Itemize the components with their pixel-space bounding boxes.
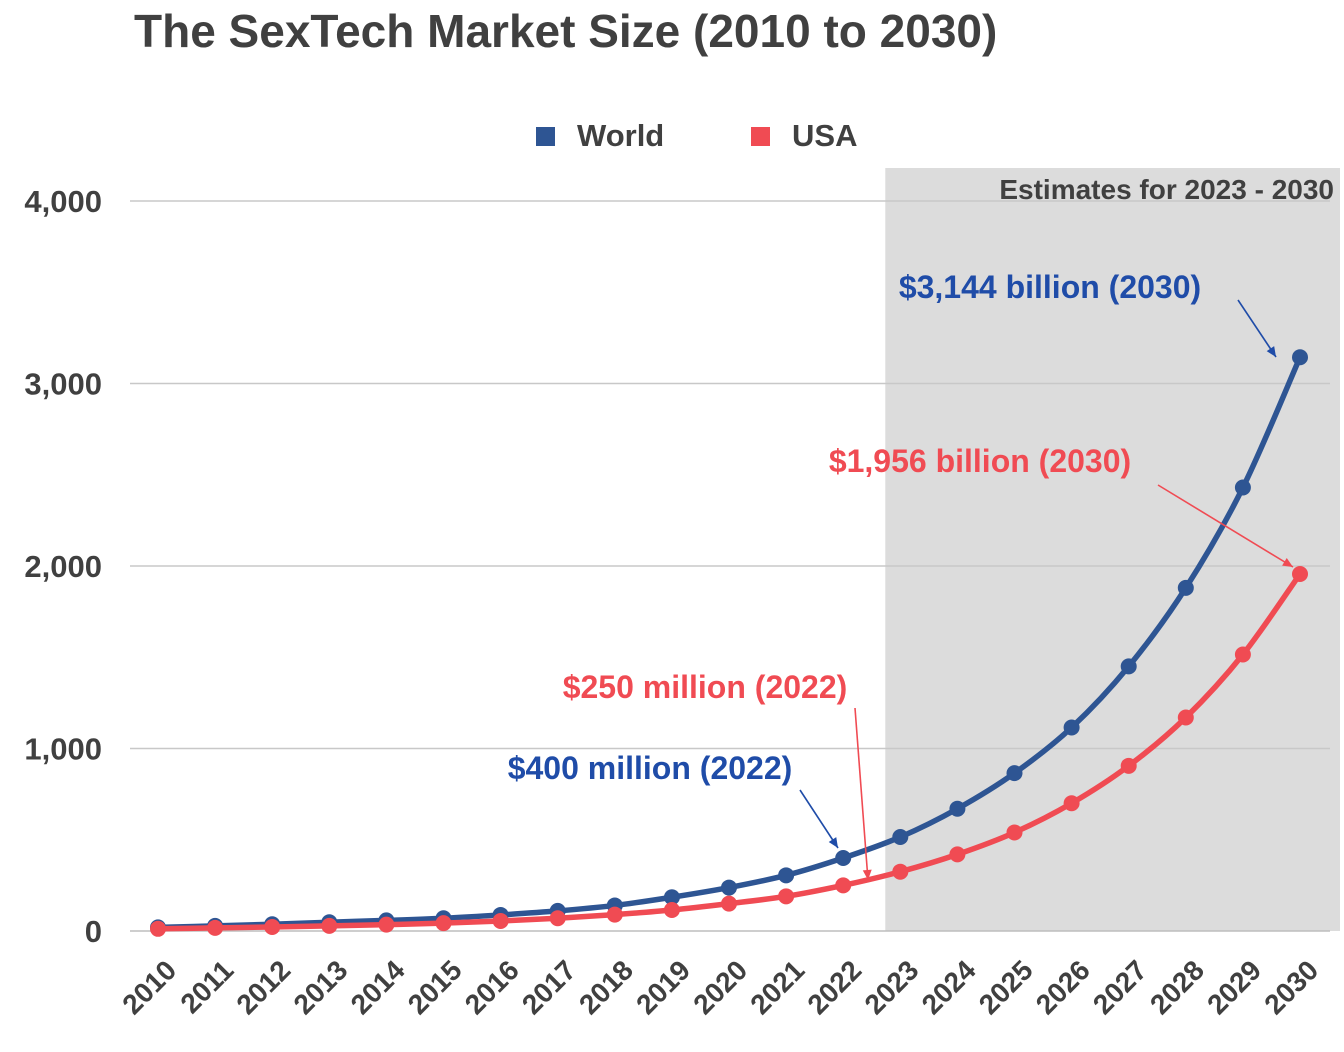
data-point-world [1006,765,1023,782]
x-tick-label: 2012 [230,954,296,1020]
annotation-arrow-usa-2030 [1157,484,1294,568]
annotation-arrowhead-usa-2022 [862,869,872,880]
annotation-arrow-usa-2022 [854,707,869,881]
estimate-region-label: Estimates for 2023 - 2030 [999,174,1334,205]
data-point-usa [663,902,680,919]
chart-title: The SexTech Market Size (2010 to 2030) [134,5,998,57]
data-point-world [663,889,680,906]
annotation-arrowhead-usa-2030 [1282,557,1293,567]
legend-label-world: World [577,118,665,153]
data-point-usa [1292,566,1308,583]
x-tick-label: 2018 [573,954,639,1020]
y-tick-label: 1,000 [24,732,102,767]
annotation-world-2030: $3,144 billion (2030) [899,269,1201,305]
x-tick-label: 2024 [916,954,982,1020]
data-point-usa [435,915,452,932]
legend-item-usa: USA [751,118,857,154]
data-point-usa [321,917,338,934]
annotation-world-2022: $400 million (2022) [508,750,793,786]
legend-label-usa: USA [792,118,858,153]
annotation-arrowhead-world-2022 [828,837,838,848]
data-point-world [1177,579,1194,596]
data-point-usa [150,920,166,937]
data-point-world [835,850,852,866]
y-tick-label: 4,000 [24,184,102,219]
data-point-world [1292,349,1308,366]
data-point-usa [549,910,566,927]
x-tick-label: 2010 [116,954,182,1020]
data-point-world [721,879,737,896]
data-point-world [1120,658,1137,675]
y-tick-label: 2,000 [24,549,102,584]
data-point-usa [1120,757,1137,774]
x-tick-label: 2029 [1201,954,1267,1020]
data-point-usa [1234,646,1251,663]
data-point-world [949,800,966,817]
data-point-usa [835,877,852,894]
x-tick-label: 2030 [1258,954,1324,1020]
legend: World USA [0,118,1344,158]
x-tick-label: 2027 [1087,954,1153,1020]
data-point-usa [1006,824,1023,841]
annotation-arrow-world-2030 [1237,299,1277,358]
x-tick-label: 2022 [801,954,867,1020]
data-point-usa [606,906,623,923]
annotation-arrow-world-2022 [799,789,839,849]
x-tick-label: 2011 [174,954,239,1019]
data-point-usa [1177,709,1194,726]
x-tick-label: 2019 [630,954,696,1020]
legend-item-world: World [536,118,664,154]
data-point-usa [1063,795,1080,812]
x-tick-label: 2016 [459,954,525,1020]
x-tick-label: 2025 [973,954,1039,1020]
annotation-usa-2030: $1,956 billion (2030) [829,443,1131,479]
data-point-usa [264,918,281,935]
x-tick-label: 2013 [288,954,354,1020]
x-tick-label: 2017 [516,954,582,1020]
x-tick-label: 2028 [1144,954,1210,1020]
data-point-world [778,867,795,884]
data-point-usa [721,895,737,912]
x-tick-label: 2020 [687,954,753,1020]
y-tick-label: 3,000 [24,367,102,402]
data-point-usa [207,919,224,936]
data-point-usa [949,846,966,863]
y-tick-label: 0 [85,914,102,949]
data-point-usa [892,863,909,880]
data-point-usa [778,888,795,905]
data-point-usa [378,916,395,933]
annotation-usa-2022: $250 million (2022) [563,669,848,705]
series-line-world [155,354,1303,931]
annotation-arrowhead-world-2030 [1266,346,1276,357]
data-point-world [892,829,909,846]
legend-swatch-world [536,126,555,146]
x-tick-label: 2026 [1030,954,1096,1020]
data-point-world [1234,479,1251,496]
x-tick-label: 2014 [345,954,411,1020]
x-tick-label: 2023 [859,954,925,1020]
data-point-world [1063,719,1080,736]
x-tick-label: 2021 [744,954,810,1020]
legend-swatch-usa [751,126,770,146]
data-point-usa [492,912,509,929]
x-tick-label: 2015 [402,954,468,1020]
